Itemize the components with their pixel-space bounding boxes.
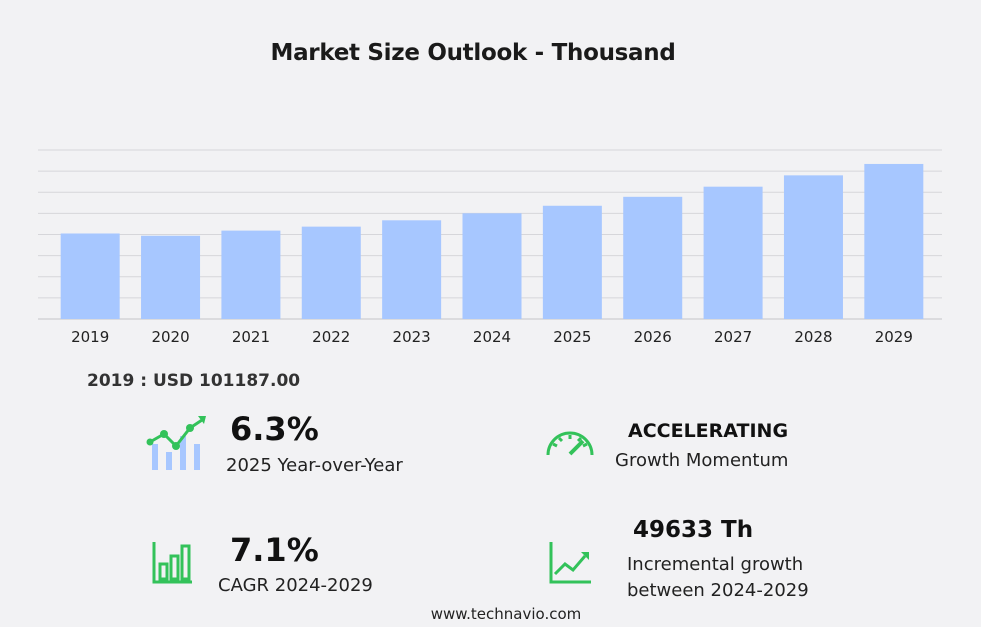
trend-line-icon (549, 542, 591, 584)
bar-2029 (864, 163, 924, 319)
x-tick-label: 2023 (393, 328, 431, 346)
yoy-label: 2025 Year-over-Year (226, 455, 403, 476)
x-tick-label: 2029 (875, 328, 913, 346)
x-tick-label: 2026 (634, 328, 672, 346)
base-value: 2019 : USD 101187.00 (87, 371, 301, 391)
chart-title: Market Size Outlook - Thousand (270, 40, 676, 66)
bar-2019 (60, 233, 120, 319)
incremental-label-line1: Incremental growth (627, 554, 804, 575)
momentum-value: ACCELERATING (628, 420, 789, 442)
x-tick-label: 2019 (71, 328, 109, 346)
bar-2028 (783, 175, 843, 319)
x-tick-label: 2025 (553, 328, 591, 346)
x-tick-label: 2028 (794, 328, 832, 346)
x-tick-label: 2022 (312, 328, 350, 346)
x-tick-label: 2021 (232, 328, 270, 346)
bar-2027 (703, 186, 763, 319)
x-axis-labels: 2019 2020 2021 2022 2023 2024 2025 2026 2027 2028… (71, 328, 913, 346)
bars (60, 163, 924, 319)
bar-2020 (141, 235, 201, 319)
footer-url: www.technavio.com (430, 605, 582, 623)
yoy-value: 6.3% (230, 410, 319, 448)
line-bar-growth-icon (146, 416, 206, 470)
bar-2023 (382, 220, 442, 319)
speedometer-icon (546, 431, 594, 456)
cagr-value: 7.1% (230, 531, 319, 569)
incremental-label-line2: between 2024-2029 (627, 580, 809, 601)
bar-2025 (542, 205, 602, 319)
momentum-label: Growth Momentum (615, 450, 789, 471)
bar-chart-icon (152, 542, 192, 584)
incremental-value: 49633 Th (633, 517, 754, 543)
bar-2024 (462, 213, 522, 319)
x-tick-label: 2024 (473, 328, 511, 346)
x-tick-label: 2027 (714, 328, 752, 346)
cagr-label: CAGR 2024-2029 (218, 575, 373, 596)
bar-2026 (623, 196, 683, 319)
bar-2021 (221, 230, 281, 319)
market-size-bar-chart: 2019 2020 2021 2022 2023 2024 2025 2026 2027 2028… (38, 149, 942, 346)
bar-2022 (301, 226, 361, 319)
x-tick-label: 2020 (151, 328, 189, 346)
